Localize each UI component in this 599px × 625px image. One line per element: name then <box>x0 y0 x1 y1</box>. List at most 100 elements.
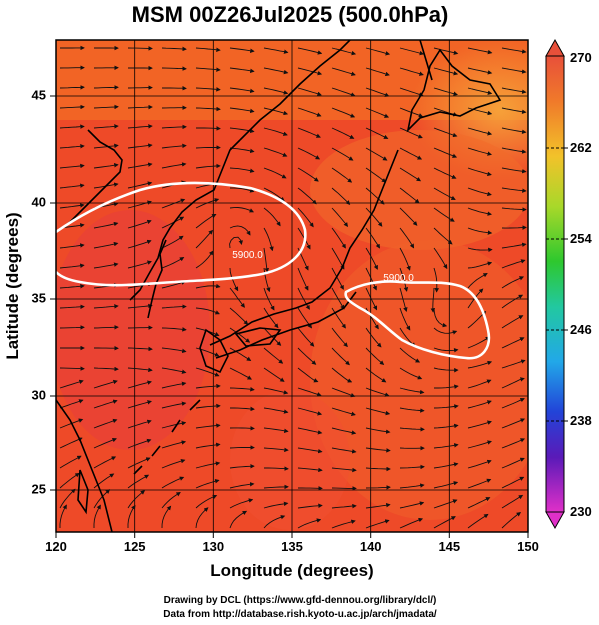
streamline-arrow <box>195 307 220 315</box>
streamline-arrow <box>365 367 387 383</box>
streamline-arrow <box>263 207 281 227</box>
streamline-arrow <box>467 47 493 55</box>
credit-drawing: Drawing by DCL (https://www.gfd-dennou.o… <box>164 595 437 606</box>
streamline-arrow <box>297 387 322 397</box>
streamline-arrow <box>195 163 221 169</box>
streamline-arrow <box>229 147 255 154</box>
streamline-arrow <box>93 85 119 90</box>
streamline-arrow <box>229 207 255 213</box>
streamline-arrow <box>230 406 255 412</box>
streamline-arrow <box>195 383 221 389</box>
streamline-arrow <box>127 380 152 389</box>
streamline-arrow <box>195 442 221 449</box>
streamline-arrow <box>263 47 289 54</box>
temperature-shade-east <box>310 130 528 250</box>
streamline-arrow <box>501 167 527 174</box>
colorbar-tick-marks <box>564 147 568 422</box>
streamline-arrow <box>365 427 391 434</box>
streamline-arrow <box>331 227 346 249</box>
streamline-arrow <box>433 247 448 270</box>
streamline-arrow <box>467 420 492 429</box>
streamline-arrow <box>59 263 85 269</box>
streamline-arrow <box>59 144 85 149</box>
streamline-arrow <box>59 455 82 469</box>
streamline-arrow <box>365 503 391 509</box>
streamline-arrow <box>331 267 344 290</box>
honshu-coast <box>209 149 399 346</box>
streamline-arrow <box>365 187 385 205</box>
streamline-arrow <box>59 325 85 330</box>
streamline-arrow <box>263 501 289 509</box>
streamline-arrow <box>161 421 187 429</box>
wind-streamlines <box>59 45 527 529</box>
streamline-arrow <box>195 47 221 52</box>
streamline-arrow <box>297 67 323 76</box>
streamline-arrow <box>331 167 353 183</box>
streamline-arrow <box>93 456 117 469</box>
streamline-arrow <box>195 367 220 377</box>
streamline-arrow <box>127 346 153 352</box>
streamline-arrow <box>501 87 527 94</box>
streamline-arrow <box>127 474 150 489</box>
streamline-arrow <box>229 367 252 380</box>
streamline-arrow <box>127 46 153 51</box>
streamline-arrow <box>365 485 391 490</box>
streamline-arrow <box>161 505 172 529</box>
streamline-arrow <box>127 367 153 373</box>
streamline-arrow <box>467 227 493 235</box>
streamline-arrow <box>263 87 289 95</box>
streamline-arrow <box>161 216 185 229</box>
streamline-arrow <box>229 267 239 292</box>
streamline-arrow <box>229 464 255 469</box>
streamline-arrow <box>161 46 187 52</box>
streamline-arrow <box>331 347 350 366</box>
streamline-arrow <box>331 503 357 509</box>
streamline-arrow <box>161 257 185 269</box>
korea-west-coast <box>147 239 167 319</box>
temperature-shade-west <box>56 210 210 450</box>
streamline-arrow <box>93 104 119 110</box>
colorbar-tick-254: 254 <box>570 231 592 246</box>
streamline-arrow <box>93 221 119 229</box>
x-tick-120: 120 <box>45 539 67 554</box>
streamline-arrow <box>263 515 286 529</box>
streamline-arrow <box>331 87 356 97</box>
streamline-arrow <box>127 124 153 129</box>
streamline-arrow <box>399 407 425 413</box>
streamline-arrow <box>127 400 152 409</box>
streamline-arrow <box>467 127 493 136</box>
contour-label-west: 5900.0 <box>232 250 263 261</box>
streamline-arrow <box>501 276 525 289</box>
streamline-arrow <box>501 67 527 74</box>
streamline-arrow <box>365 287 378 311</box>
streamline-arrow <box>365 519 390 529</box>
streamline-arrow <box>93 325 119 330</box>
streamline-arrow <box>331 67 356 76</box>
streamline-arrow <box>161 143 187 149</box>
streamline-arrow <box>229 167 255 173</box>
streamline-arrow <box>59 203 85 209</box>
streamline-arrow <box>331 427 357 435</box>
streamline-arrow <box>365 147 388 161</box>
streamline-arrow <box>93 489 111 509</box>
streamline-arrow <box>59 183 85 189</box>
streamline-arrow <box>399 387 425 395</box>
streamline-arrow <box>161 381 187 389</box>
streamline-arrow <box>433 367 459 373</box>
streamline-arrow <box>433 516 456 529</box>
streamline-arrow <box>59 243 85 249</box>
streamline-arrow <box>127 260 152 269</box>
streamline-arrow <box>501 315 524 329</box>
shikoku-coast <box>234 327 282 347</box>
streamline-arrow <box>399 367 423 380</box>
streamline-arrow <box>195 283 221 289</box>
streamline-arrow <box>59 488 76 509</box>
streamline-arrow <box>399 67 424 76</box>
streamline-arrow <box>127 143 153 149</box>
streamline-arrow <box>263 367 285 382</box>
plot-area: 5900.0 5900.0 <box>56 40 528 532</box>
streamline-arrow <box>263 247 269 273</box>
streamline-arrow <box>161 162 187 169</box>
colorbar-tick-230: 230 <box>570 504 592 519</box>
streamline-arrow <box>399 87 424 97</box>
